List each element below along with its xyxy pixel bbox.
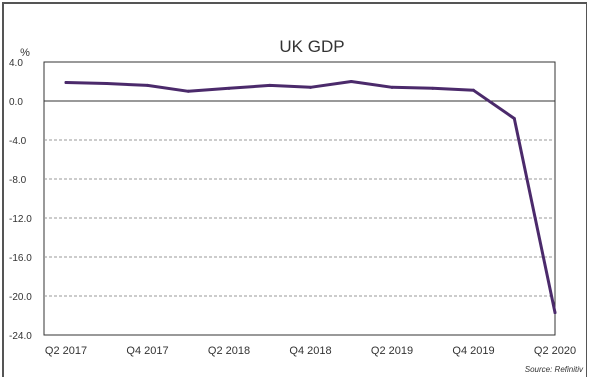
data-point (349, 80, 353, 83)
data-point (105, 81, 109, 85)
data-point (431, 86, 435, 90)
x-tick-labels: Q2 2017 Q4 2017 Q2 2018 Q4 2018 Q2 2019 Q4 20… (45, 345, 576, 357)
y-tick-labels: 4.0 0.0 -4.0 -8.0 -12.0 -16.0 -20.0 -24.0 (9, 58, 32, 342)
series-layer (64, 80, 557, 315)
y-tick-label: -8.0 (9, 175, 27, 186)
y-tick-label: -4.0 (9, 136, 27, 147)
x-tick-label: Q2 2020 (534, 345, 576, 357)
data-point (472, 88, 475, 92)
data-point (186, 89, 190, 93)
data-point (390, 85, 394, 89)
y-tick-label: -16.0 (9, 253, 32, 264)
data-point (268, 83, 272, 87)
data-point (227, 86, 231, 90)
x-tick-label: Q4 2017 (126, 345, 168, 357)
x-tick-label: Q4 2018 (289, 345, 331, 357)
data-point (512, 117, 516, 121)
x-tick-label: Q2 2018 (208, 345, 250, 357)
data-point (146, 83, 149, 87)
chart-title: UK GDP (279, 37, 344, 56)
x-tick-label: Q2 2017 (45, 345, 87, 357)
y-tick-label: -24.0 (9, 331, 32, 342)
gdp-series-line (64, 80, 557, 315)
grid-lines (44, 100, 555, 297)
y-tick-label: -20.0 (9, 292, 32, 303)
y-unit-label: % (20, 47, 30, 59)
y-tick-label: -12.0 (9, 214, 32, 225)
x-tick-label: Q2 2019 (371, 345, 413, 357)
source-note: Source: Refinitiv (525, 365, 584, 374)
chart-frame (2, 2, 587, 377)
y-tick-label: 0.0 (9, 97, 23, 108)
data-point (553, 311, 557, 315)
data-point (309, 85, 312, 89)
y-tick-label: 4.0 (9, 58, 23, 69)
x-tick-label: Q4 2019 (452, 345, 494, 357)
data-point (64, 80, 68, 84)
plot-area (43, 61, 556, 336)
